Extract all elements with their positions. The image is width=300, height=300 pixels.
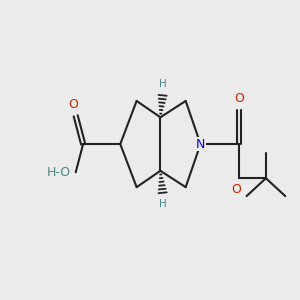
Text: H-O: H-O: [47, 166, 71, 179]
Text: H: H: [160, 79, 167, 89]
Text: H: H: [160, 199, 167, 209]
Text: O: O: [234, 92, 244, 105]
Text: O: O: [231, 183, 241, 196]
Text: N: N: [196, 138, 205, 151]
Text: O: O: [68, 98, 78, 111]
